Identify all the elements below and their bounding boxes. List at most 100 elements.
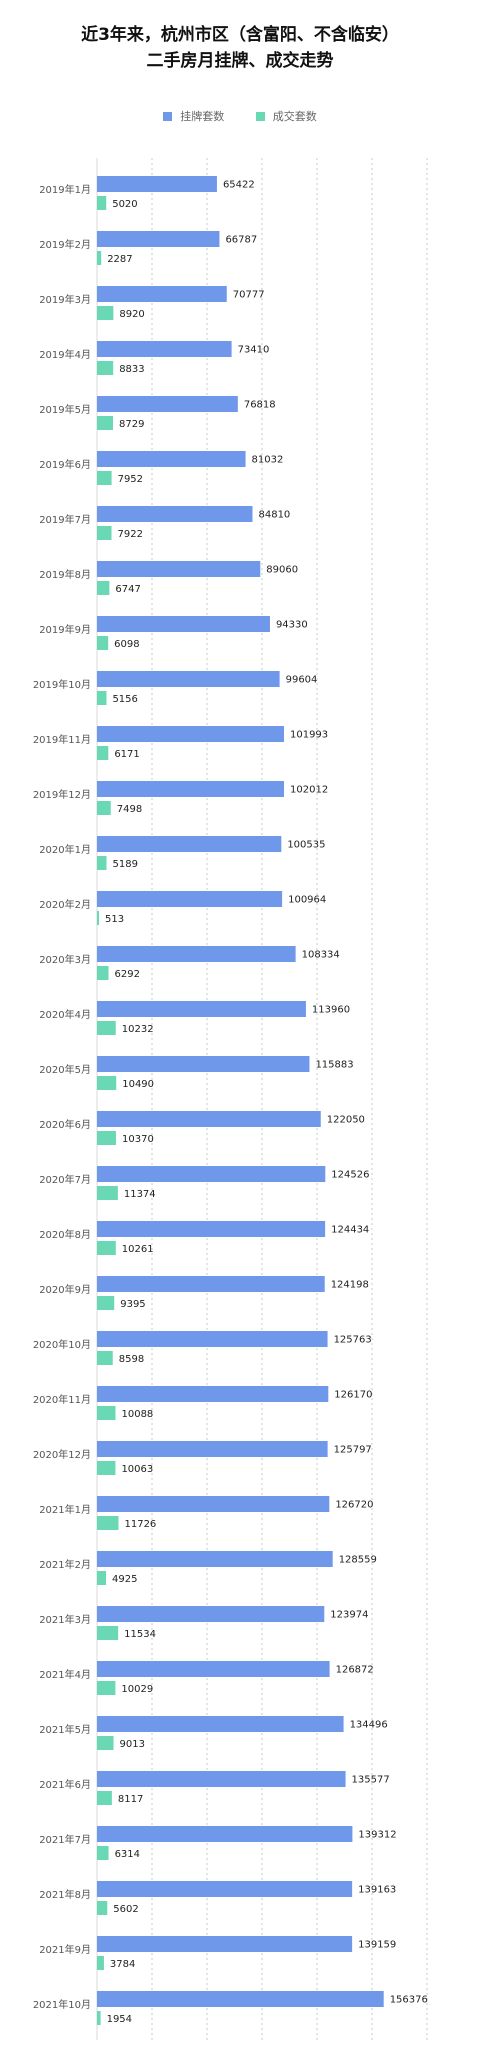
bar-listing xyxy=(97,1056,310,1072)
category-label: 2019年2月 xyxy=(39,238,91,251)
data-label-deal: 1954 xyxy=(107,2014,132,2025)
legend-swatch-deal xyxy=(255,111,265,121)
bar-listing xyxy=(97,1166,326,1182)
bar-deal xyxy=(97,581,110,595)
bar-deal xyxy=(97,1736,114,1750)
data-label-listing: 102012 xyxy=(290,785,328,796)
data-label-deal: 6171 xyxy=(114,749,139,760)
bar-deal xyxy=(97,1461,116,1475)
bar-listing xyxy=(97,1716,344,1732)
bar-listing xyxy=(97,1606,325,1622)
data-label-deal: 10063 xyxy=(121,1464,153,1475)
data-label-listing: 124198 xyxy=(331,1280,369,1291)
legend-item-deal: 成交套数 xyxy=(255,108,317,124)
data-label-listing: 113960 xyxy=(312,1005,350,1016)
data-label-deal: 9395 xyxy=(120,1299,145,1310)
bar-deal xyxy=(97,1241,116,1255)
data-label-deal: 10029 xyxy=(121,1684,153,1695)
data-label-deal: 8729 xyxy=(119,419,144,430)
category-label: 2021年4月 xyxy=(39,1668,91,1681)
data-label-deal: 8117 xyxy=(118,1794,143,1805)
data-label-listing: 122050 xyxy=(327,1115,365,1126)
bar-deal xyxy=(97,1516,119,1530)
bar-deal xyxy=(97,526,112,540)
category-label: 2019年3月 xyxy=(39,293,91,306)
bar-listing xyxy=(97,1771,346,1787)
data-label-deal: 6314 xyxy=(115,1849,140,1860)
bar-deal xyxy=(97,1406,116,1420)
category-label: 2021年6月 xyxy=(39,1778,91,1791)
data-label-listing: 126170 xyxy=(334,1390,372,1401)
bar-listing xyxy=(97,1331,328,1347)
bar-deal xyxy=(97,1571,107,1585)
data-label-listing: 81032 xyxy=(252,455,284,466)
category-label: 2020年5月 xyxy=(39,1063,91,1076)
bar-deal xyxy=(97,416,114,430)
data-label-deal: 5602 xyxy=(113,1904,138,1915)
legend-label-listing: 挂牌套数 xyxy=(180,110,225,123)
bar-listing xyxy=(97,1386,329,1402)
bar-listing xyxy=(97,1221,326,1237)
data-label-listing: 76818 xyxy=(244,400,276,411)
category-label: 2021年7月 xyxy=(39,1833,91,1846)
data-label-listing: 124434 xyxy=(331,1225,369,1236)
bar-deal xyxy=(97,2011,101,2025)
bar-deal xyxy=(97,801,111,815)
bar-listing xyxy=(97,1551,333,1567)
bar-deal xyxy=(97,1901,108,1915)
bar-listing xyxy=(97,1276,325,1292)
data-label-deal: 9013 xyxy=(120,1739,145,1750)
bar-deal xyxy=(97,1681,116,1695)
data-label-listing: 123974 xyxy=(330,1610,368,1621)
data-label-listing: 128559 xyxy=(339,1555,377,1566)
data-label-deal: 8598 xyxy=(119,1354,144,1365)
category-label: 2020年9月 xyxy=(39,1283,91,1296)
category-label: 2021年5月 xyxy=(39,1723,91,1736)
category-label: 2019年8月 xyxy=(39,568,91,581)
category-label: 2021年3月 xyxy=(39,1613,91,1626)
bar-deal xyxy=(97,636,109,650)
category-label: 2020年8月 xyxy=(39,1228,91,1241)
bar-deal xyxy=(97,1021,116,1035)
data-label-listing: 139159 xyxy=(358,1940,396,1951)
category-label: 2020年3月 xyxy=(39,953,91,966)
data-label-deal: 4925 xyxy=(112,1574,137,1585)
category-label: 2020年2月 xyxy=(39,898,91,911)
bar-listing xyxy=(97,1826,353,1842)
bar-deal xyxy=(97,1131,117,1145)
bar-listing xyxy=(97,1111,321,1127)
data-label-listing: 126872 xyxy=(336,1665,374,1676)
data-label-listing: 125763 xyxy=(334,1335,372,1346)
data-label-listing: 139163 xyxy=(358,1885,396,1896)
bar-deal xyxy=(97,1791,112,1805)
category-label: 2019年9月 xyxy=(39,623,91,636)
chart-title-line-2: 二手房月挂牌、成交走势 xyxy=(146,51,334,71)
data-label-listing: 94330 xyxy=(276,620,308,631)
data-label-deal: 8833 xyxy=(119,364,144,375)
data-label-listing: 65422 xyxy=(223,180,255,191)
bar-deal xyxy=(97,856,107,870)
data-label-deal: 7498 xyxy=(117,804,142,815)
data-label-deal: 11534 xyxy=(124,1629,156,1640)
data-label-deal: 8920 xyxy=(119,309,144,320)
bar-listing xyxy=(97,1936,353,1952)
data-label-deal: 6747 xyxy=(115,584,140,595)
data-label-listing: 100964 xyxy=(288,895,326,906)
data-label-listing: 108334 xyxy=(302,950,340,961)
data-label-deal: 11374 xyxy=(124,1189,156,1200)
legend-label-deal: 成交套数 xyxy=(272,110,317,123)
chart-legend: 挂牌套数 成交套数 xyxy=(0,108,480,124)
category-label: 2021年9月 xyxy=(39,1943,91,1956)
data-label-deal: 513 xyxy=(105,914,124,925)
bar-listing xyxy=(97,396,238,412)
bar-deal xyxy=(97,361,114,375)
data-label-deal: 6292 xyxy=(115,969,140,980)
chart-title: 近3年来，杭州市区（含富阳、不含临安） 二手房月挂牌、成交走势 xyxy=(0,22,480,74)
data-label-deal: 11726 xyxy=(124,1519,156,1530)
bar-listing xyxy=(97,836,282,852)
bar-listing xyxy=(97,1001,306,1017)
bar-listing xyxy=(97,1496,330,1512)
data-label-listing: 126720 xyxy=(335,1500,373,1511)
category-label: 2020年10月 xyxy=(33,1338,91,1351)
bar-deal xyxy=(97,1351,113,1365)
